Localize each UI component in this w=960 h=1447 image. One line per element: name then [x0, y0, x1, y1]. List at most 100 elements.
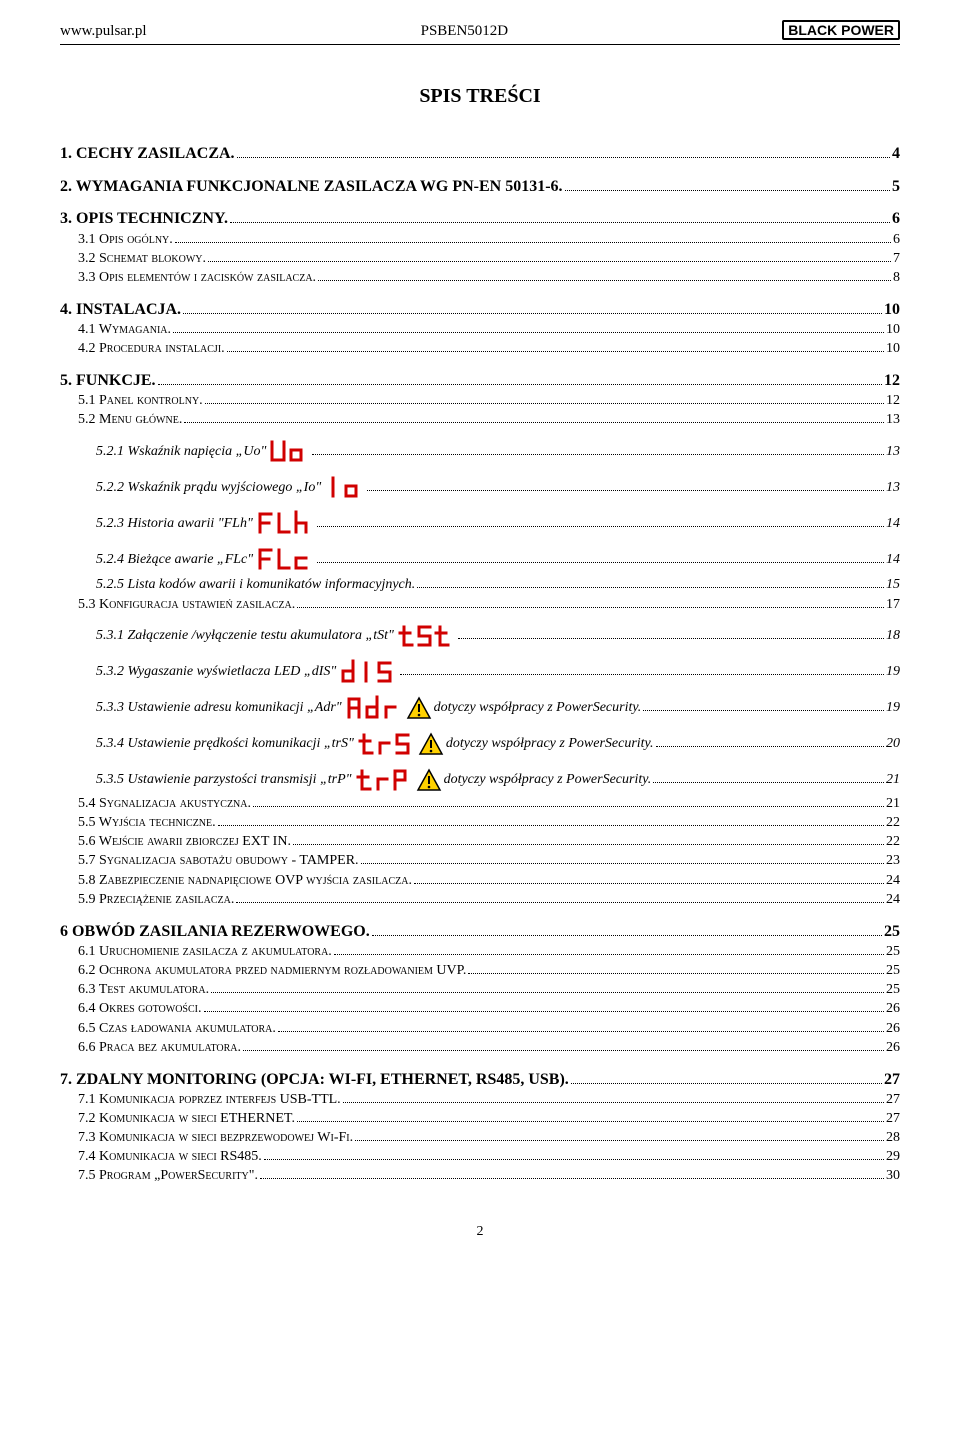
- toc-page: 6: [892, 210, 900, 228]
- warning-icon: [416, 732, 446, 756]
- toc-entry: 5.6 Wejście awarii zbiorczej EXT IN.22: [78, 833, 900, 850]
- toc-label: 5.4 Sygnalizacja akustyczna.: [78, 796, 251, 812]
- toc-entry: 5.2.2 Wskaźnik prądu wyjściowego „Io" 13: [96, 474, 900, 500]
- toc-entry: 7.5 Program „PowerSecurity".30: [78, 1167, 900, 1184]
- toc-entry: 3.2 Schemat blokowy.7: [78, 250, 900, 267]
- toc-leader-dots: [183, 300, 882, 314]
- toc-entry: 5.8 Zabezpieczenie nadnapięciowe OVP wyj…: [78, 871, 900, 888]
- toc-leader-dots: [208, 250, 891, 262]
- toc-label: 3.2 Schemat blokowy.: [78, 251, 206, 267]
- toc-entry: 5.3 Konfiguracja ustawień zasilacza.17: [78, 595, 900, 612]
- toc-page: 26: [886, 1001, 900, 1017]
- toc-page: 14: [886, 516, 900, 532]
- toc-page: 27: [884, 1071, 900, 1089]
- toc-leader-dots: [158, 371, 882, 385]
- toc-page: 18: [886, 628, 900, 644]
- toc-leader-dots: [278, 1019, 884, 1031]
- toc-page: 21: [886, 796, 900, 812]
- toc-leader-dots: [260, 1167, 884, 1179]
- toc-leader-dots: [400, 663, 884, 675]
- toc-leader-dots: [237, 144, 890, 158]
- toc-entry: 5.9 Przeciążenie zasilacza.24: [78, 891, 900, 908]
- toc-page: 22: [886, 834, 900, 850]
- header-left: www.pulsar.pl: [60, 23, 147, 40]
- toc-label: 5.5 Wyjścia techniczne.: [78, 815, 216, 831]
- toc-leader-dots: [414, 871, 884, 883]
- seg-display-icon: [253, 510, 315, 536]
- toc-label: 5.3.1 Załączenie /wyłączenie testu akumu…: [96, 628, 394, 644]
- toc-label: 5.3 Konfiguracja ustawień zasilacza.: [78, 597, 295, 613]
- toc-label: 7.4 Komunikacja w sieci RS485.: [78, 1149, 262, 1165]
- toc-entry: 2. WYMAGANIA FUNKCJONALNE ZASILACZA WG P…: [60, 177, 900, 196]
- toc-label: 5.2.4 Bieżące awarie „FLc": [96, 552, 253, 568]
- toc-entry: 5. FUNKCJE. 12: [60, 371, 900, 390]
- toc-entry: 7.2 Komunikacja w sieci ETHERNET.27: [78, 1110, 900, 1127]
- toc-label: 3.3 Opis elementów i zacisków zasilacza.: [78, 270, 316, 286]
- toc-leader-dots: [571, 1070, 882, 1084]
- toc-label: 6 OBWÓD ZASILANIA REZERWOWEGO.: [60, 923, 370, 941]
- table-of-contents: 1. CECHY ZASILACZA.42. WYMAGANIA FUNKCJO…: [60, 144, 900, 1184]
- toc-entry: 6.4 Okres gotowości.26: [78, 1000, 900, 1017]
- toc-label: 5.2.3 Historia awarii "FLh": [96, 516, 253, 532]
- toc-leader-dots: [317, 514, 884, 526]
- toc-page: 29: [886, 1149, 900, 1165]
- toc-entry: 7.3 Komunikacja w sieci bezprzewodowej W…: [78, 1129, 900, 1146]
- toc-page: 23: [886, 853, 900, 869]
- toc-leader-dots: [173, 321, 884, 333]
- toc-entry: 6.3 Test akumulatora.25: [78, 981, 900, 998]
- toc-label: 5.2.5 Lista kodów awarii i komunikatów i…: [96, 577, 415, 593]
- toc-leader-dots: [343, 1091, 884, 1103]
- toc-label: 6.1 Uruchomienie zasilacza z akumulatora…: [78, 944, 332, 960]
- toc-leader-dots: [334, 943, 884, 955]
- seg-display-icon: [352, 767, 414, 793]
- toc-label: 5. FUNKCJE.: [60, 372, 156, 390]
- toc-page: 14: [886, 552, 900, 568]
- toc-label: 7.2 Komunikacja w sieci ETHERNET.: [78, 1111, 295, 1127]
- seg-display-icon: [354, 731, 416, 757]
- toc-page: 4: [892, 145, 900, 163]
- toc-entry: 6.2 Ochrona akumulatora przed nadmiernym…: [78, 962, 900, 979]
- toc-entry: 5.5 Wyjścia techniczne.22: [78, 814, 900, 831]
- toc-leader-dots: [218, 814, 884, 826]
- toc-leader-dots: [230, 210, 890, 224]
- toc-entry: 7.4 Komunikacja w sieci RS485. 29: [78, 1148, 900, 1165]
- toc-leader-dots: [175, 230, 891, 242]
- toc-entry: 5.3.3 Ustawienie adresu komunikacji „Adr…: [96, 695, 900, 721]
- toc-label: 3. OPIS TECHNICZNY.: [60, 210, 228, 228]
- warning-icon: [404, 696, 434, 720]
- toc-label: 5.8 Zabezpieczenie nadnapięciowe OVP wyj…: [78, 873, 412, 889]
- toc-page: 13: [886, 480, 900, 496]
- header-rule: [60, 44, 900, 45]
- toc-leader-dots: [211, 981, 884, 993]
- toc-label: 5.3.5 Ustawienie parzystości transmisji …: [96, 772, 352, 788]
- toc-entry: 6.5 Czas ładowania akumulatora.26: [78, 1019, 900, 1036]
- header-center: PSBEN5012D: [147, 23, 783, 40]
- warning-icon: [414, 768, 444, 792]
- toc-leader-dots: [367, 478, 884, 490]
- toc-leader-dots: [417, 576, 884, 588]
- toc-leader-dots: [264, 1148, 884, 1160]
- toc-page: 25: [886, 963, 900, 979]
- toc-page: 8: [893, 270, 900, 286]
- toc-label: 4.1 Wymagania.: [78, 322, 171, 338]
- seg-display-icon: [253, 546, 315, 572]
- toc-title: SPIS TREŚCI: [60, 85, 900, 108]
- toc-label: 5.7 Sygnalizacja sabotażu obudowy - TAMP…: [78, 853, 359, 869]
- toc-leader-dots: [317, 550, 884, 562]
- toc-label: 3.1 Opis ogólny.: [78, 232, 173, 248]
- toc-page: 25: [886, 982, 900, 998]
- toc-leader-dots: [355, 1129, 884, 1141]
- page-number: 2: [60, 1224, 900, 1240]
- toc-page: 25: [886, 944, 900, 960]
- toc-label: 6.6 Praca bez akumulatora.: [78, 1040, 241, 1056]
- toc-page: 26: [886, 1040, 900, 1056]
- toc-label: 4. INSTALACJA.: [60, 301, 181, 319]
- toc-page: 15: [886, 577, 900, 593]
- toc-label: 5.2.2 Wskaźnik prądu wyjściowego „Io": [96, 480, 321, 496]
- toc-entry: 6 OBWÓD ZASILANIA REZERWOWEGO.25: [60, 922, 900, 941]
- toc-page: 30: [886, 1168, 900, 1184]
- toc-page: 12: [884, 372, 900, 390]
- toc-entry: 4.1 Wymagania.10: [78, 321, 900, 338]
- toc-entry: 3. OPIS TECHNICZNY. 6: [60, 210, 900, 229]
- toc-page: 6: [893, 232, 900, 248]
